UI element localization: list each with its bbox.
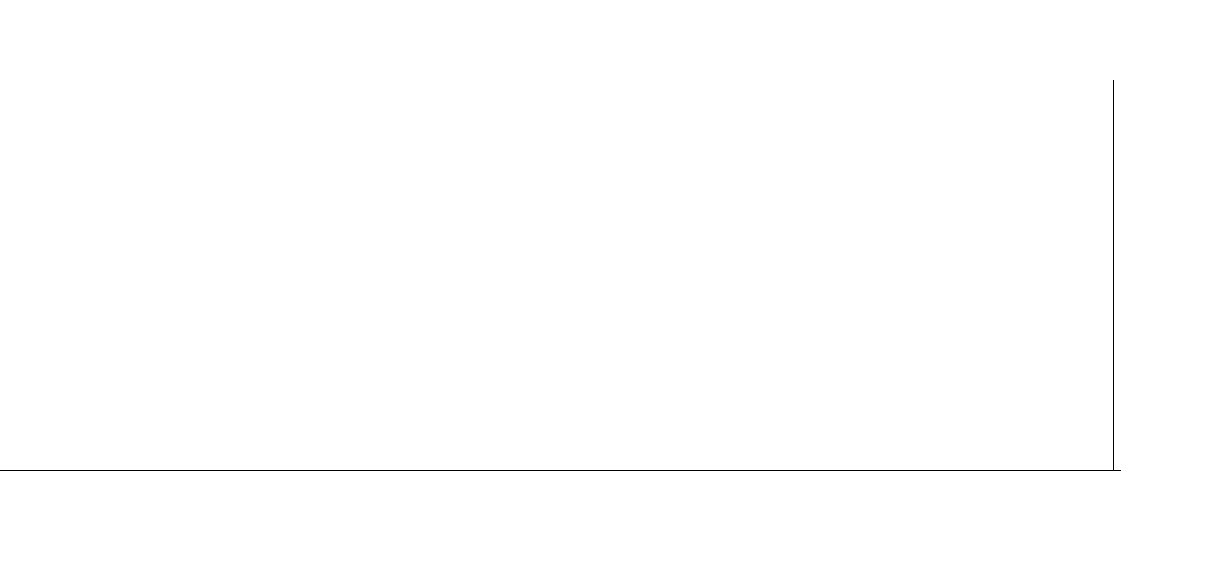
y-axis-line [1113,80,1114,471]
footer-bar [0,548,1224,566]
x-axis-line [0,470,1121,471]
